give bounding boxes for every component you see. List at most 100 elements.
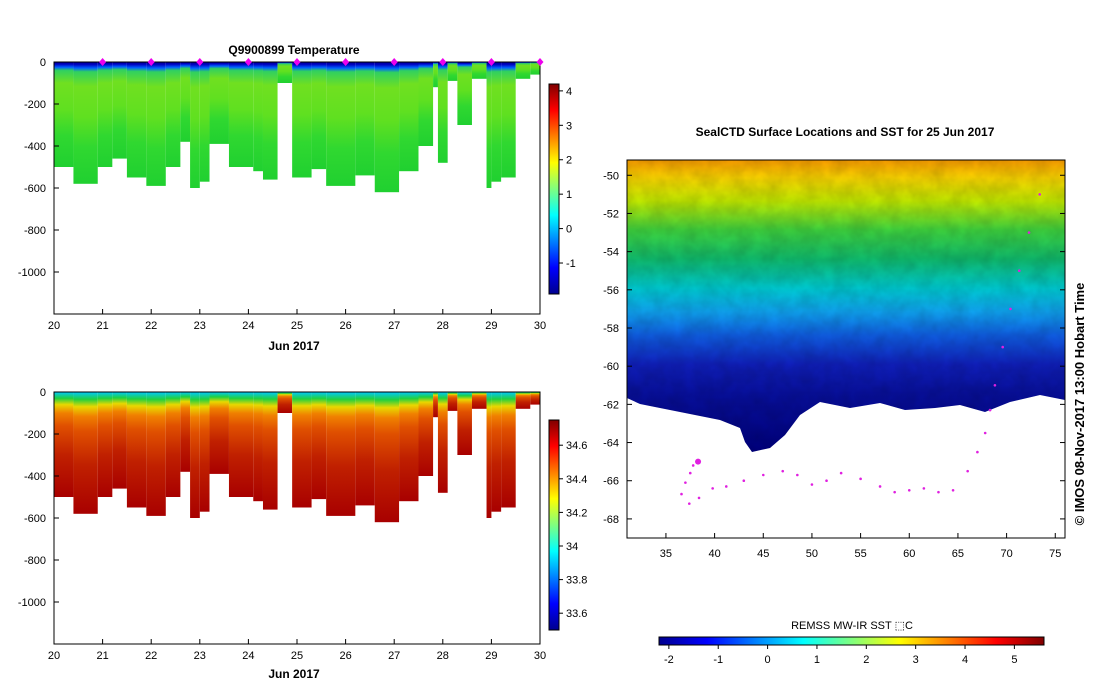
colorbar-tick-label: 3 (566, 120, 572, 132)
x-tick-label: 22 (145, 650, 157, 662)
profile-cell (190, 62, 200, 188)
profile-markers (99, 58, 544, 66)
profile-cell (457, 62, 472, 125)
salinity-x-axis: 20 21 22 23 24 25 26 27 28 29 30 (48, 639, 546, 662)
track-point (937, 490, 940, 494)
profile-cell (418, 62, 434, 146)
x-tick-label: 23 (194, 650, 206, 662)
track-point (691, 464, 695, 467)
track-point (761, 473, 765, 477)
profile-marker (536, 58, 544, 66)
profile-cell (54, 62, 74, 167)
x-tick-label: 26 (339, 320, 351, 332)
profile-cell (399, 392, 419, 502)
profile-marker (342, 58, 350, 66)
y-tick-label: -400 (24, 471, 46, 483)
salinity-colorbar (548, 419, 560, 631)
track-point (922, 487, 926, 490)
profile-cell (471, 62, 487, 79)
profile-cell (180, 62, 191, 142)
track-point (724, 485, 728, 488)
seal-track (680, 193, 1041, 505)
temperature-plot-title: Q9900899 Temperature (228, 43, 360, 57)
track-point (1027, 231, 1031, 234)
profile-cell (311, 62, 327, 170)
lat-tick-label: -52 (603, 208, 619, 220)
profile-cell (491, 392, 502, 512)
profile-cell (447, 392, 458, 411)
profile-cell (262, 392, 278, 510)
profile-cell (292, 62, 312, 178)
x-tick-label: 28 (437, 650, 449, 662)
profile-cell (326, 392, 356, 516)
profile-cell (457, 392, 472, 455)
y-tick-label: -800 (24, 555, 46, 567)
colorbar-tick-label: 33.8 (566, 575, 587, 587)
salinity-colorbar-ticks: 34.6 34.4 34.2 34 33.8 33.6 (559, 440, 587, 620)
sst-colorbar-tick-label: 0 (765, 654, 771, 666)
lat-tick-label: -58 (603, 323, 619, 335)
profile-cell (253, 62, 263, 172)
profile-cell (437, 392, 448, 493)
profile-cell (277, 392, 293, 413)
lon-tick-label: 60 (903, 548, 915, 560)
x-tick-label: 30 (534, 320, 546, 332)
track-point (951, 488, 955, 492)
profile-marker (147, 58, 155, 66)
profile-cell (326, 62, 356, 186)
x-tick-label: 27 (388, 320, 400, 332)
sst-map-frame (626, 159, 1066, 539)
y-tick-label: -200 (24, 99, 46, 111)
y-tick-label: -600 (24, 513, 46, 525)
sst-colorbar-tick-label: -1 (713, 654, 723, 666)
x-tick-label: 27 (388, 650, 400, 662)
track-point (839, 471, 843, 475)
colorbar-tick-label: -1 (566, 258, 576, 270)
x-tick-label: 29 (485, 650, 497, 662)
lon-tick-label: 55 (854, 548, 866, 560)
profile-marker (99, 58, 107, 66)
lon-tick-label: 50 (806, 548, 818, 560)
sst-colorbar (658, 636, 1045, 646)
profile-cell (418, 392, 434, 476)
colorbar-tick-label: 34.2 (566, 507, 587, 519)
track-point (1017, 269, 1021, 273)
salinity-y-axis: 0 -200 -400 -600 -800 -1000 (18, 387, 59, 609)
track-point (988, 408, 992, 412)
track-point (1038, 193, 1041, 196)
colorbar-tick-label: 34.4 (566, 474, 587, 486)
profile-cell (199, 62, 210, 182)
profile-cell (228, 392, 254, 497)
x-tick-label: 25 (291, 650, 303, 662)
profile-cell (530, 62, 540, 75)
profile-cell (374, 62, 400, 193)
x-tick-label: 26 (339, 650, 351, 662)
track-point (1009, 307, 1012, 311)
profile-cell (530, 392, 540, 405)
sst-colorbar-tick-label: -2 (664, 654, 674, 666)
sst-colorbar-label: REMSS MW-IR SST ⬚C (791, 620, 913, 632)
profile-marker (196, 58, 204, 66)
profile-cell (433, 392, 438, 418)
profile-cell (228, 62, 254, 167)
y-tick-label: -1000 (18, 597, 46, 609)
imos-timestamp-label: © IMOS 08-Nov-2017 13:00 Hobart Time (1072, 283, 1087, 526)
profile-cell (355, 392, 375, 506)
y-tick-label: 0 (40, 387, 46, 399)
lat-tick-label: -56 (603, 285, 619, 297)
lon-tick-label: 75 (1049, 548, 1061, 560)
x-tick-label: 24 (242, 650, 254, 662)
track-point (695, 458, 702, 465)
temperature-x-label: Jun 2017 (268, 339, 320, 353)
colorbar-tick-label: 33.6 (566, 608, 587, 620)
x-tick-label: 29 (485, 320, 497, 332)
x-tick-label: 24 (242, 320, 254, 332)
profile-marker (293, 58, 301, 66)
track-point (893, 490, 896, 494)
lat-tick-label: -62 (603, 399, 619, 411)
track-point (859, 477, 862, 481)
profile-cell (447, 62, 458, 81)
lat-tick-label: -50 (603, 170, 619, 182)
profile-cell (165, 62, 181, 167)
